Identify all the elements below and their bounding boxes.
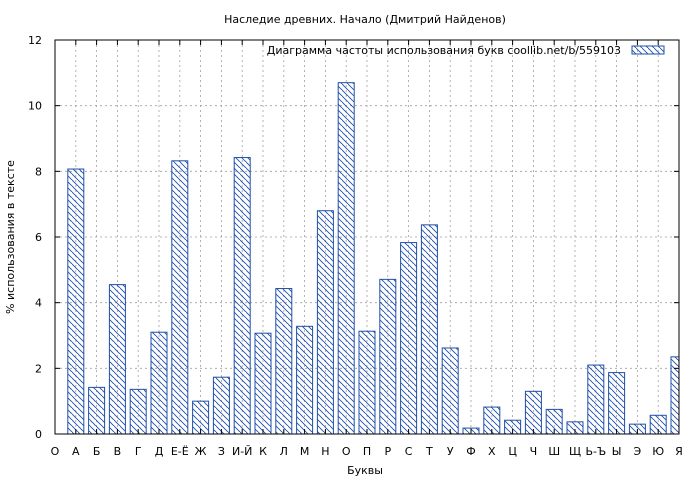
x-tick-label: Щ	[569, 445, 581, 458]
x-axis-ticks: О А Б В Г Д Е-Ё Ж З И-Й К Л М Н О П Р С Т У Ф Х Ц Ч Ш Щ Ь-Ъ Ы Э Ю Я	[51, 40, 683, 458]
x-tick-label: В	[114, 445, 122, 458]
bar	[254, 332, 272, 435]
bar	[587, 364, 605, 435]
bar	[420, 224, 438, 435]
x-tick-label: Я	[675, 445, 683, 458]
y-tick-label: 0	[35, 428, 42, 441]
y-tick-label: 2	[35, 362, 42, 375]
bar	[379, 278, 397, 435]
x-tick-label: Ю	[652, 445, 664, 458]
x-tick-label: Ш	[548, 445, 560, 458]
y-tick-label: 6	[35, 231, 42, 244]
bar	[88, 386, 106, 435]
x-tick-label: Н	[321, 445, 329, 458]
x-tick-label: Л	[280, 445, 288, 458]
x-tick-label: Р	[384, 445, 391, 458]
bar	[233, 157, 251, 435]
bar	[337, 82, 355, 435]
x-tick-label: Ж	[195, 445, 207, 458]
x-tick-label: Х	[488, 445, 496, 458]
bar	[358, 330, 376, 435]
x-tick-label: Т	[425, 445, 433, 458]
x-tick-label: Э	[634, 445, 642, 458]
x-tick-label: Д	[155, 445, 164, 458]
bar	[316, 210, 334, 435]
legend-swatch	[631, 45, 665, 55]
bar	[129, 388, 147, 435]
legend: Диаграмма частоты использования букв coo…	[267, 44, 665, 57]
x-tick-label: И-Й	[232, 445, 252, 458]
x-axis-label: Буквы	[347, 464, 383, 477]
bar	[296, 325, 314, 435]
bar	[441, 347, 459, 435]
y-tick-label: 8	[35, 165, 42, 178]
bar	[108, 284, 126, 435]
y-tick-label: 10	[28, 100, 42, 113]
x-tick-label: Ь-Ъ	[585, 445, 606, 458]
y-axis-label: % использования в тексте	[4, 160, 17, 314]
x-tick-label: К	[259, 445, 267, 458]
x-tick-label: Е-Ё	[171, 445, 189, 458]
x-tick-label: Б	[93, 445, 101, 458]
x-tick-label: Ы	[612, 445, 622, 458]
x-tick-label: Ц	[508, 445, 517, 458]
chart-title: Наследие древних. Начало (Дмитрий Найден…	[224, 13, 506, 26]
y-axis-ticks: 0 2 4 6 8 10 12	[28, 34, 679, 441]
x-tick-label: У	[447, 445, 454, 458]
x-tick-label: Г	[135, 445, 142, 458]
x-tick-label: О	[51, 445, 60, 458]
y-tick-label: 12	[28, 34, 42, 47]
bar	[275, 288, 293, 435]
x-tick-label: Ф	[466, 445, 475, 458]
bars	[67, 82, 680, 435]
x-tick-label: З	[218, 445, 225, 458]
bar	[67, 168, 85, 435]
bar	[524, 390, 542, 435]
legend-label: Диаграмма частоты использования букв coo…	[267, 44, 621, 57]
x-tick-label: П	[363, 445, 371, 458]
bar	[171, 160, 189, 435]
x-tick-label: М	[300, 445, 310, 458]
x-tick-label: Ч	[530, 445, 538, 458]
bar	[150, 331, 168, 435]
x-tick-label: С	[405, 445, 413, 458]
x-tick-label: А	[72, 445, 80, 458]
bar	[608, 372, 626, 435]
x-tick-label: О	[342, 445, 351, 458]
y-tick-label: 4	[35, 297, 42, 310]
bar	[400, 242, 418, 435]
bar	[212, 376, 230, 435]
